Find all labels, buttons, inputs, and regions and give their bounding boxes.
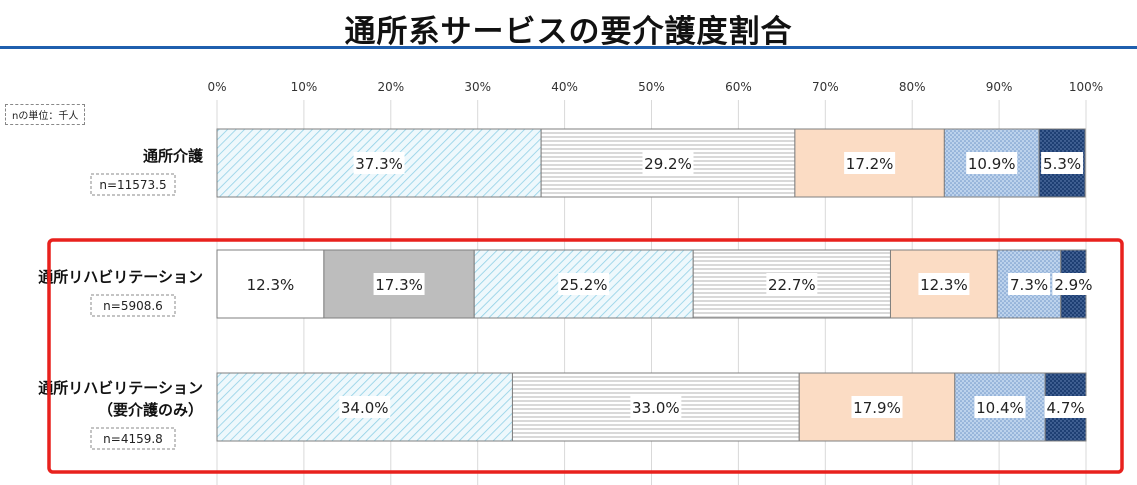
data-label: 33.0%: [632, 399, 680, 417]
data-label: 22.7%: [768, 276, 816, 294]
data-label-background: [851, 396, 903, 418]
sample-size-box: [90, 427, 176, 450]
data-label-background: [339, 396, 391, 418]
category-label: （要介護のみ）: [98, 401, 203, 419]
x-tick-label: 30%: [464, 80, 491, 94]
data-label-background: [373, 273, 425, 295]
data-label: 29.2%: [644, 155, 692, 173]
data-label-background: [1044, 396, 1087, 418]
data-label: 37.3%: [355, 155, 403, 173]
data-label: 34.0%: [341, 399, 389, 417]
sample-size-label: n=5908.6: [103, 299, 163, 313]
category-label: 通所介護: [143, 147, 204, 165]
data-label-background: [558, 273, 610, 295]
sample-size-box: [90, 294, 176, 317]
x-tick-label: 40%: [551, 80, 578, 94]
page-title: 通所系サービスの要介護度割合: [344, 14, 793, 50]
x-tick-label: 100%: [1069, 80, 1103, 94]
data-label-background: [353, 152, 405, 174]
data-label-background: [966, 152, 1018, 174]
data-label-background: [642, 152, 694, 174]
x-tick-label: 70%: [812, 80, 839, 94]
x-tick-label: 60%: [725, 80, 752, 94]
data-label: 4.7%: [1047, 399, 1085, 417]
x-tick-label: 80%: [899, 80, 926, 94]
sample-size-label: n=4159.8: [103, 432, 163, 446]
data-label: 17.9%: [853, 399, 901, 417]
data-label: 17.2%: [846, 155, 894, 173]
data-label-background: [630, 396, 682, 418]
category-label: 通所リハビリテーション: [38, 268, 203, 286]
data-label: 5.3%: [1043, 155, 1081, 173]
x-tick-label: 50%: [638, 80, 665, 94]
data-label-background: [918, 273, 970, 295]
category-label: 通所リハビリテーション: [38, 379, 203, 397]
data-label: 2.9%: [1054, 276, 1092, 294]
data-label-background: [244, 273, 296, 295]
title-rule: [0, 46, 1137, 49]
x-tick-label: 90%: [986, 80, 1013, 94]
x-tick-label: 20%: [377, 80, 404, 94]
data-label-background: [844, 152, 896, 174]
sample-size-label: n=11573.5: [99, 178, 166, 192]
data-label-background: [766, 273, 818, 295]
data-label-background: [1052, 273, 1095, 295]
data-label: 12.3%: [920, 276, 968, 294]
data-label: 10.9%: [968, 155, 1016, 173]
sample-size-box: [90, 173, 176, 196]
data-label: 17.3%: [375, 276, 423, 294]
data-label-background: [1008, 273, 1051, 295]
x-tick-label: 0%: [207, 80, 226, 94]
data-label-background: [974, 396, 1026, 418]
data-label: 12.3%: [247, 276, 295, 294]
data-label: 7.3%: [1010, 276, 1048, 294]
data-label: 25.2%: [560, 276, 608, 294]
x-tick-label: 10%: [291, 80, 318, 94]
highlight-box: [47, 238, 1124, 474]
data-label-background: [1041, 152, 1084, 174]
data-label: 10.4%: [976, 399, 1024, 417]
unit-note: nの単位：千人: [5, 104, 86, 125]
